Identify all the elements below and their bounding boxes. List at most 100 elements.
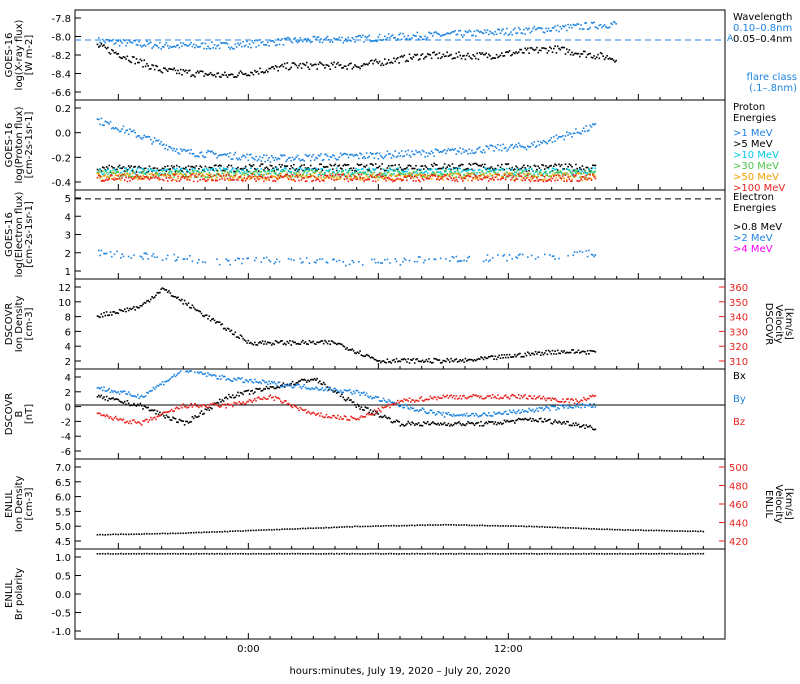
- proton-point: [303, 177, 305, 179]
- proton-point: [586, 175, 588, 177]
- dscovr-b-point: [485, 397, 487, 399]
- proton-point: [493, 179, 495, 181]
- proton-point: [567, 134, 569, 136]
- electron-point: [167, 255, 169, 257]
- proton-point: [227, 153, 229, 155]
- proton-point: [586, 125, 588, 127]
- dscovr-b-point: [367, 407, 369, 409]
- dscovr-density-point: [550, 353, 552, 355]
- xray-point: [592, 57, 594, 59]
- xray-point: [340, 40, 342, 42]
- proton-point: [471, 172, 473, 174]
- proton-point: [192, 168, 194, 170]
- dscovr-density-point: [309, 340, 311, 342]
- dscovr-b-point: [417, 424, 419, 426]
- proton-point: [201, 166, 203, 168]
- xray-point: [134, 40, 136, 42]
- proton-point: [388, 171, 390, 173]
- proton-point: [229, 177, 231, 179]
- proton-point: [445, 170, 447, 172]
- xray-point: [575, 25, 577, 27]
- proton-point: [235, 175, 237, 177]
- dscovr-b-point: [250, 379, 252, 381]
- dscovr-b-point: [453, 424, 455, 426]
- proton-point: [108, 165, 110, 167]
- proton-point: [392, 165, 394, 167]
- proton-point: [361, 154, 363, 156]
- proton-point: [216, 157, 218, 159]
- dscovr-density-point: [557, 350, 559, 352]
- dscovr-density-point: [556, 353, 558, 355]
- dscovr-b-point: [487, 415, 489, 417]
- proton-point: [261, 160, 263, 162]
- proton-point: [518, 174, 520, 176]
- electron-point: [389, 262, 391, 264]
- proton-point: [305, 170, 307, 172]
- proton-point: [359, 179, 361, 181]
- dscovr-b-point: [159, 412, 161, 414]
- dscovr-density-point: [570, 352, 572, 354]
- proton-point: [171, 177, 173, 179]
- electron-point: [544, 254, 546, 256]
- dscovr-b-point: [201, 372, 203, 374]
- proton-point: [593, 172, 595, 174]
- electron-point: [485, 259, 487, 261]
- electron-point: [509, 254, 511, 256]
- dscovr-density-point: [246, 342, 248, 344]
- dscovr-density-point: [391, 362, 393, 364]
- proton-point: [353, 167, 355, 169]
- xray-point: [456, 53, 458, 55]
- electron-point: [322, 258, 324, 260]
- proton-point: [563, 180, 565, 182]
- proton-point: [197, 181, 199, 183]
- xray-point: [137, 44, 139, 46]
- proton-point: [472, 177, 474, 179]
- proton-point: [176, 165, 178, 167]
- proton-point: [474, 174, 476, 176]
- proton-point: [570, 176, 572, 178]
- proton-point: [497, 179, 499, 181]
- proton-point: [149, 170, 151, 172]
- proton-point: [121, 177, 123, 179]
- xray-point: [220, 76, 222, 78]
- dscovr-density-point: [186, 304, 188, 306]
- proton-point: [133, 178, 135, 180]
- proton-legend-item: >50 MeV: [733, 172, 779, 183]
- dscovr-b-point: [209, 409, 211, 411]
- proton-point: [306, 172, 308, 174]
- xray-point: [202, 42, 204, 44]
- proton-point: [136, 171, 138, 173]
- electron-point: [586, 250, 588, 252]
- proton-point: [511, 168, 513, 170]
- dscovr-b-point: [154, 388, 156, 390]
- proton-point: [482, 152, 484, 154]
- proton-point: [508, 149, 510, 151]
- xray-point: [609, 27, 611, 29]
- dscovr-b-point: [140, 403, 142, 405]
- dscovr-density-point: [127, 307, 129, 309]
- xray-point: [251, 72, 253, 74]
- xray-point: [469, 56, 471, 58]
- electron-point: [242, 258, 244, 260]
- proton-point: [530, 181, 532, 183]
- proton-point: [290, 165, 292, 167]
- dscovr-b-point: [160, 383, 162, 385]
- xray-point: [253, 42, 255, 44]
- proton-point: [589, 125, 591, 127]
- proton-point: [348, 164, 350, 166]
- dscovr-b-point: [283, 382, 285, 384]
- xray-ytick-label: -7.8: [51, 14, 71, 25]
- xray-point: [198, 72, 200, 74]
- proton-point: [311, 170, 313, 172]
- xray-point: [439, 52, 441, 54]
- xray-point: [246, 41, 248, 43]
- proton-point: [320, 177, 322, 179]
- xray-point: [305, 64, 307, 66]
- proton-point: [316, 158, 318, 160]
- electron-point: [216, 258, 218, 260]
- xray-point: [526, 49, 528, 51]
- proton-point: [501, 164, 503, 166]
- dscovr-b-point: [458, 397, 460, 399]
- proton-point: [518, 143, 520, 145]
